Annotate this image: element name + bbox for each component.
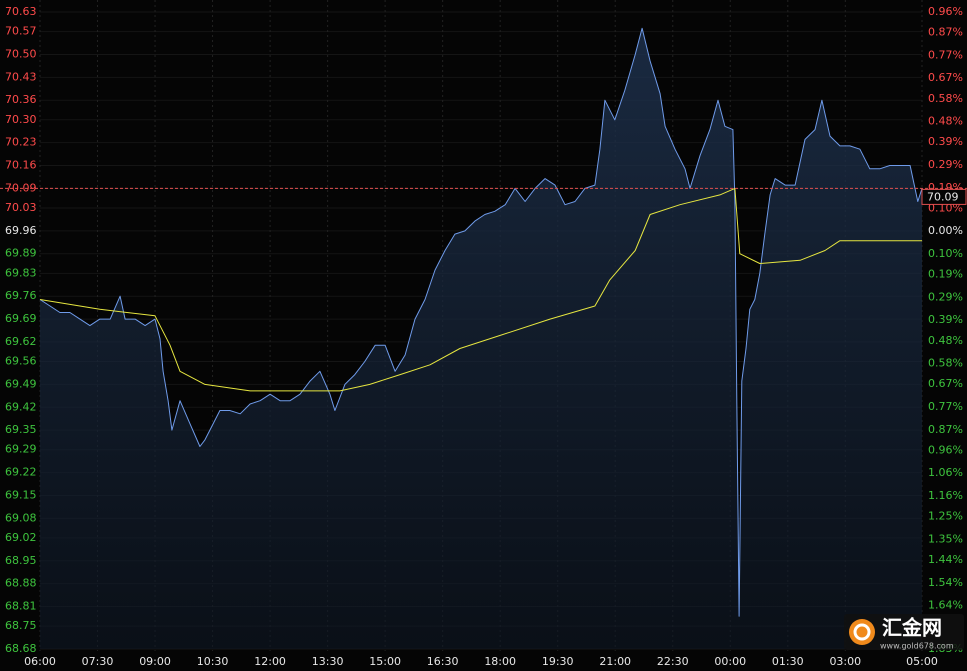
watermark-icon-ring [853,623,871,641]
y-tick-label: 70.63 [5,5,37,18]
y-tick-label: 69.22 [5,466,37,479]
watermark-url: www.gold678.com [880,642,954,651]
x-tick-label: 16:30 [427,655,459,668]
y-tick-label: 68.81 [5,600,37,613]
y2-tick-label: 1.06% [928,466,963,479]
y-tick-label: 69.62 [5,335,37,348]
y2-tick-label: 0.58% [928,92,963,105]
y-tick-label: 68.75 [5,619,37,632]
y-tick-label: 70.36 [5,93,37,106]
y2-tick-label: 0.00% [928,224,963,237]
watermark-bg [844,614,964,650]
y2-tick-label: 0.19% [928,268,963,281]
y-tick-label: 69.83 [5,266,37,279]
y-tick-label: 70.09 [5,181,37,194]
watermark-icon [849,619,875,645]
y2-tick-label: 0.39% [928,313,963,326]
x-tick-label: 09:00 [139,655,171,668]
y2-tick-label: 0.87% [928,26,963,39]
y-tick-label: 68.95 [5,554,37,567]
last-price-box [921,188,967,205]
price-line [39,187,922,392]
x-tick-label: 05:00 [906,655,938,668]
y-tick-label: 70.57 [5,25,37,38]
x-tick-label: 01:30 [772,655,804,668]
y2-tick-label: 0.48% [928,115,963,128]
y-tick-label: 69.35 [5,423,37,436]
y-tick-label: 69.08 [5,511,37,524]
y-tick-label: 69.76 [5,289,37,302]
last-price-label: 70.09 [927,190,959,203]
y2-tick-label: 0.96% [928,5,963,18]
y2-tick-label: 1.35% [928,532,963,545]
y2-tick-label: 0.10% [928,247,963,260]
x-tick-label: 07:30 [82,655,114,668]
y-tick-label: 70.30 [5,113,37,126]
y-tick-label: 68.88 [5,577,37,590]
x-tick-label: 13:30 [312,655,344,668]
y-tick-label: 68.68 [5,642,37,655]
y-tick-label: 70.43 [5,70,37,83]
y-tick-label: 70.50 [5,47,37,60]
x-tick-label: 18:00 [484,655,516,668]
y2-tick-label: 1.25% [928,510,963,523]
watermark-brand: 汇金网 [882,616,942,640]
y2-tick-label: 1.44% [928,553,963,566]
y2-tick-label: 0.48% [928,334,963,347]
y-tick-label: 69.29 [5,443,37,456]
y-tick-label: 69.49 [5,377,37,390]
y-tick-label: 70.03 [5,201,37,214]
plot [0,27,967,650]
y2-tick-label: 1.64% [928,599,963,612]
y-tick-label: 69.89 [5,247,37,260]
y2-tick-label: 0.96% [928,443,963,456]
area [40,28,922,650]
x-tick-label: 22:30 [657,655,689,668]
y-tick-label: 70.16 [5,159,37,172]
x-tick-label: 00:00 [714,655,746,668]
y2-tick-label: 0.29% [928,158,963,171]
x-tick-label: 03:00 [829,655,861,668]
y2-tick-label: 0.87% [928,423,963,436]
x-tick-label: 06:00 [24,655,56,668]
y-tick-label: 70.23 [5,136,37,149]
x-tick-label: 12:00 [254,655,286,668]
y-tick-label: 69.96 [5,224,37,237]
y2-tick-label: 0.67% [928,71,963,84]
y-tick-label: 69.15 [5,488,37,501]
x-tick-label: 10:30 [197,655,229,668]
axes: 70.63 70.57 70.50 70.43 70.36 70.30 70.23 70.16… [5,5,967,668]
y-tick-label: 69.02 [5,531,37,544]
y-tick-label: 69.42 [5,400,37,413]
x-tick-label: 21:00 [599,655,631,668]
y2-tick-label: 0.77% [928,400,963,413]
y2-tick-label: 0.39% [928,135,963,148]
x-tick-label: 19:30 [542,655,574,668]
y2-tick-label: 0.77% [928,48,963,61]
watermark: 汇金网 www.gold678.com [844,614,964,651]
y-tick-label: 69.69 [5,312,37,325]
y-tick-label: 69.56 [5,355,37,368]
x-tick-label: 15:00 [369,655,401,668]
y2-tick-label: 1.16% [928,489,963,502]
y2-tick-label: 0.67% [928,377,963,390]
y2-tick-label: 1.54% [928,576,963,589]
y2-tick-label: 0.58% [928,357,963,370]
y2-tick-label: 0.29% [928,290,963,303]
